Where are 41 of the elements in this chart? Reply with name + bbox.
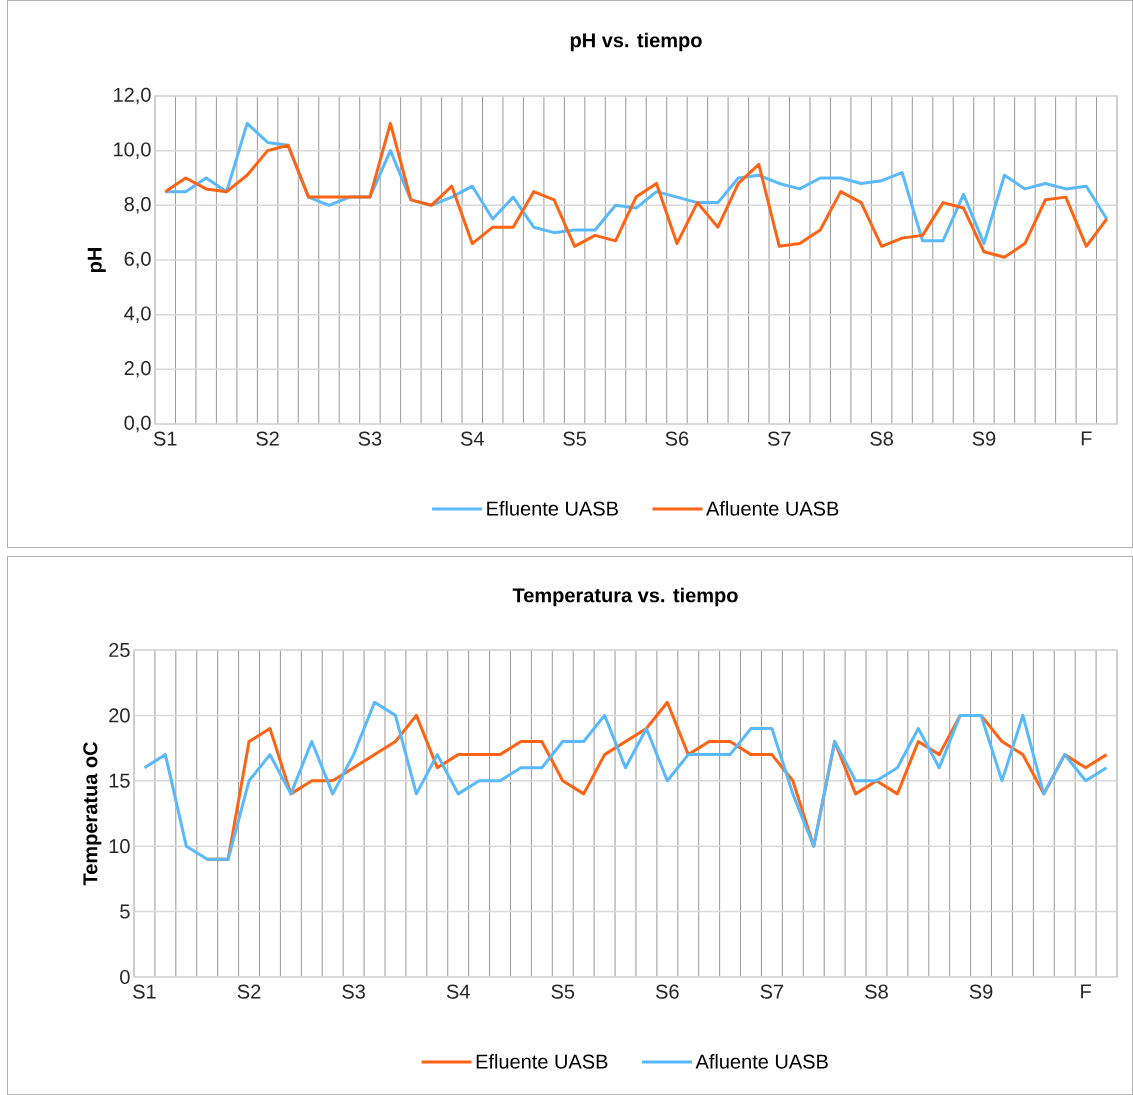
x-tick-label: F (1081, 984, 1091, 999)
chart-title: pH vs. tiempo (570, 32, 702, 52)
x-tick-label: S1 (133, 984, 156, 999)
x-tick-label: S8 (870, 431, 893, 446)
x-tick-label: F (1081, 431, 1092, 446)
y-tick-label: 0,0 (124, 415, 151, 433)
x-tick-label: S9 (972, 431, 996, 446)
x-tick-label: S3 (342, 984, 365, 999)
y-tick-label: 12,0 (114, 87, 151, 105)
x-tick-label: S9 (969, 984, 993, 999)
legend-label: Afluente UASB (695, 1053, 828, 1069)
x-tick-label: S8 (865, 984, 888, 999)
x-tick-label: S7 (760, 984, 784, 999)
x-tick-label: S1 (153, 431, 177, 446)
x-tick-label: S6 (656, 984, 679, 999)
legend-label: Efluente UASB (476, 1053, 608, 1069)
legend-label: Efluente UASB (487, 500, 618, 516)
x-tick-label: S5 (563, 431, 586, 446)
x-tick-label: S6 (665, 431, 689, 446)
y-tick-label: 25 (109, 642, 130, 658)
y-tick-label: 5 (120, 904, 130, 919)
y-tick-label: 20 (109, 708, 130, 723)
y-tick-label: 10,0 (114, 142, 151, 159)
y-tick-label: 2,0 (124, 361, 151, 378)
x-tick-label: S4 (460, 431, 484, 446)
y-axis-title: pH (87, 248, 106, 272)
x-tick-label: S2 (256, 431, 279, 446)
x-tick-label: S5 (551, 984, 575, 999)
y-tick-label: 10 (109, 839, 130, 854)
y-tick-label: 0 (120, 969, 130, 985)
x-tick-label: S3 (358, 431, 382, 446)
x-tick-label: S2 (237, 984, 261, 999)
y-tick-label: 15 (109, 773, 130, 788)
x-tick-label: S4 (446, 984, 470, 999)
y-tick-label: 8,0 (124, 197, 151, 214)
y-tick-label: 4,0 (124, 306, 151, 323)
y-tick-label: 6,0 (124, 251, 151, 269)
x-tick-label: S7 (767, 431, 791, 446)
legend-label: Afluente UASB (706, 500, 839, 516)
y-axis-title: Temperatua oC (83, 742, 102, 886)
chart-title: Temperatura vs. tiempo (512, 587, 738, 607)
